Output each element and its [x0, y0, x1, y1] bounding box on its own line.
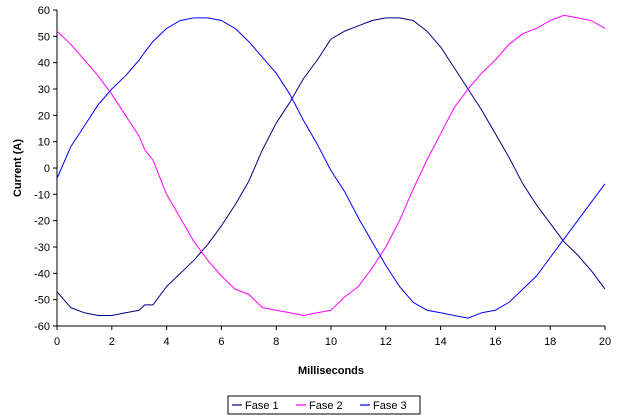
- series-line-fase-1: [56, 17, 606, 316]
- legend-label: Fase 1: [245, 400, 279, 412]
- y-tick-label: -20: [34, 216, 50, 228]
- x-tick-label: 2: [109, 336, 115, 348]
- x-tick-label: 4: [164, 336, 170, 348]
- x-axis-title: Milliseconds: [298, 365, 364, 377]
- y-axis-title: Current (A): [12, 139, 24, 197]
- x-tick-label: 14: [434, 336, 446, 348]
- y-tick-label: -10: [34, 189, 50, 201]
- y-tick-label: -30: [34, 242, 50, 254]
- series-lines: [56, 14, 606, 319]
- y-tick-label: 60: [38, 5, 50, 17]
- legend-label: Fase 3: [373, 400, 407, 412]
- x-ticks: 0 2 4 6 8 10 12 14 16 18 20: [54, 326, 611, 348]
- x-tick-label: 12: [380, 336, 392, 348]
- y-tick-label: 30: [38, 84, 50, 96]
- legend-box: [227, 395, 421, 415]
- y-tick-label: 0: [44, 163, 50, 175]
- x-tick-label: 6: [218, 336, 224, 348]
- y-tick-label: 10: [38, 137, 50, 149]
- x-tick-label: 10: [325, 336, 337, 348]
- x-tick-label: 18: [544, 336, 556, 348]
- y-ticks: 60 50 40 30 20 10 0 -10 -20 -30 -40 -50 -60: [34, 5, 57, 333]
- y-tick-label: -50: [34, 295, 50, 307]
- x-tick-label: 16: [489, 336, 501, 348]
- x-tick-label: 0: [54, 336, 60, 348]
- y-tick-label: -60: [34, 321, 50, 333]
- plot-area: 60 50 40 30 20 10 0 -10 -20 -30 -40 -50 -60 0 2 4 6 8 10 1…: [34, 5, 611, 348]
- x-tick-label: 20: [599, 336, 611, 348]
- series-line-fase-3: [56, 17, 606, 319]
- x-tick-label: 8: [273, 336, 279, 348]
- y-tick-label: 20: [38, 110, 50, 122]
- y-tick-label: 40: [38, 58, 50, 70]
- legend: Fase 1 Fase 2 Fase 3: [227, 395, 421, 415]
- y-tick-label: 50: [38, 31, 50, 43]
- legend-label: Fase 2: [309, 400, 343, 412]
- y-tick-label: -40: [34, 268, 50, 280]
- series-line-fase-2: [56, 14, 606, 316]
